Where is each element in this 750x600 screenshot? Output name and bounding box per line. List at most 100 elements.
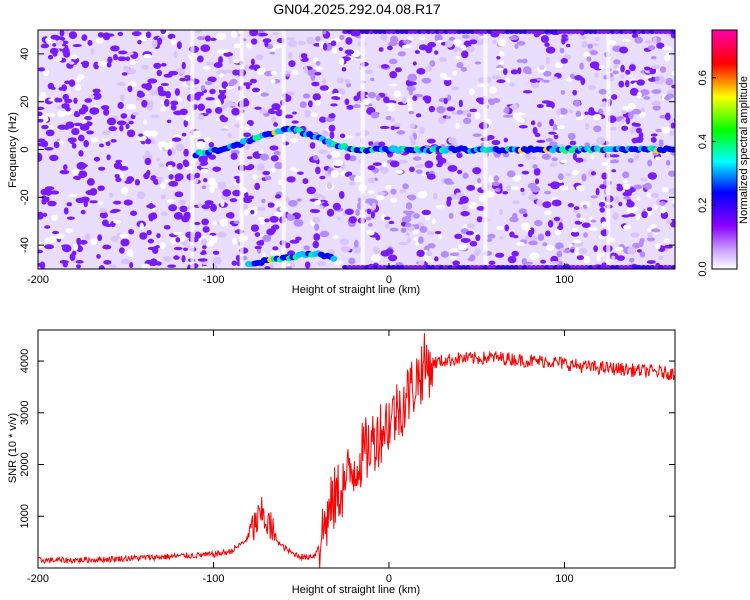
heatmap-cell xyxy=(344,98,350,106)
heatmap-cell xyxy=(216,32,227,40)
heatmap-cell xyxy=(598,64,605,70)
heatmap-cell xyxy=(398,159,408,164)
ridge-cell xyxy=(442,265,449,269)
heatmap-cell xyxy=(590,171,596,176)
heatmap-cell xyxy=(473,248,482,256)
heatmap-cell xyxy=(173,255,180,260)
heatmap-cell xyxy=(103,108,110,116)
heatmap-cell xyxy=(543,70,552,77)
ridge-cell xyxy=(385,30,392,34)
heatmap-cell xyxy=(545,56,550,65)
heatmap-cell xyxy=(340,245,351,253)
ridge-cell xyxy=(394,30,401,34)
ridge-cell xyxy=(442,30,449,34)
heatmap-cell xyxy=(448,136,457,144)
heatmap-cell xyxy=(218,56,224,65)
heatmap-cell xyxy=(486,238,493,242)
ridge-cell xyxy=(640,265,647,269)
heatmap-cell xyxy=(55,39,64,46)
heatmap-cell xyxy=(42,69,50,77)
ridge-cell xyxy=(421,265,428,269)
heatmap-cell xyxy=(543,210,553,216)
heatmap-cell xyxy=(536,198,543,207)
heatmap-cell xyxy=(626,200,635,208)
heatmap-cell xyxy=(594,72,599,78)
heatmap-cell xyxy=(388,58,398,65)
heatmap-cell xyxy=(544,42,550,48)
heatmap-cell xyxy=(532,126,538,135)
heatmap-cell xyxy=(96,254,101,259)
heatmap-cell xyxy=(173,246,183,251)
heatmap-cell xyxy=(625,69,631,75)
heatmap-cell xyxy=(284,114,294,119)
heatmap-cell xyxy=(292,111,297,115)
heatmap-cell xyxy=(457,169,463,175)
heatmap-cell xyxy=(645,40,653,44)
heatmap-cell xyxy=(134,179,141,186)
heatmap-cell xyxy=(201,204,211,210)
heatmap-cell xyxy=(319,175,326,180)
heatmap-cell xyxy=(638,132,644,139)
heatmap-cell xyxy=(512,200,520,205)
heatmap-cell xyxy=(41,195,47,200)
ridge-cell xyxy=(416,30,423,34)
heatmap-cell xyxy=(572,89,578,96)
ridge-cell xyxy=(605,265,612,269)
heatmap-cell xyxy=(385,115,392,121)
ridge-cell xyxy=(517,30,524,34)
heatmap-cell xyxy=(219,104,228,110)
heatmap-cell xyxy=(345,37,353,45)
heatmap-cell xyxy=(389,35,399,44)
heatmap-cell xyxy=(40,91,47,97)
heatmap-cell xyxy=(629,87,639,96)
heatmap-cell xyxy=(256,206,266,212)
heatmap-cell xyxy=(626,205,635,214)
heatmap-cell xyxy=(90,238,98,246)
heatmap-cell xyxy=(559,47,565,54)
heatmap-cell xyxy=(529,78,538,83)
ridge-cell xyxy=(587,265,594,269)
heatmap-cell xyxy=(371,202,377,211)
heatmap-cell xyxy=(418,44,428,51)
heatmap-cell xyxy=(547,220,554,228)
heatmap-cell xyxy=(634,36,643,44)
heatmap-cell xyxy=(38,111,43,117)
heatmap-cell xyxy=(89,188,98,196)
heatmap-cell xyxy=(273,212,284,217)
heatmap-cell xyxy=(288,200,298,207)
heatmap-cell xyxy=(630,128,635,135)
heatmap-cell xyxy=(145,31,152,39)
heatmap-cell xyxy=(414,223,420,230)
heatmap-cell xyxy=(110,45,120,52)
heatmap-cell xyxy=(408,87,414,96)
heatmap-cell xyxy=(631,108,642,115)
heatmap-cell xyxy=(596,254,601,262)
heatmap-cell xyxy=(449,248,459,253)
heatmap-cell xyxy=(348,181,356,186)
heatmap-cell xyxy=(260,92,269,97)
heatmap-cell xyxy=(595,187,600,196)
ridge-cell xyxy=(407,30,414,34)
heatmap-cell xyxy=(229,198,238,203)
heatmap-cell xyxy=(671,84,675,89)
ridge-cell xyxy=(491,30,498,34)
heatmap-cell xyxy=(651,89,662,94)
heatmap-cell xyxy=(59,30,65,37)
heatmap-cell xyxy=(269,168,276,173)
heatmap-cell xyxy=(67,137,77,143)
heatmap-cell xyxy=(212,221,218,226)
heatmap-cell xyxy=(522,66,532,75)
heatmap-cell xyxy=(80,196,90,203)
heatmap-cell xyxy=(616,255,626,261)
spectrogram-y-tick-label: -20 xyxy=(19,189,31,205)
heatmap-cell xyxy=(157,37,163,46)
snr-x-tick-label: -100 xyxy=(202,573,224,585)
ridge-cell xyxy=(438,30,445,34)
heatmap-cell xyxy=(497,39,507,47)
heatmap-cell xyxy=(204,80,213,86)
heatmap-cell xyxy=(170,104,177,111)
heatmap-cell xyxy=(66,202,73,207)
heatmap-cell xyxy=(286,176,296,183)
heatmap-cell xyxy=(41,43,49,49)
heatmap-cell xyxy=(491,139,501,146)
